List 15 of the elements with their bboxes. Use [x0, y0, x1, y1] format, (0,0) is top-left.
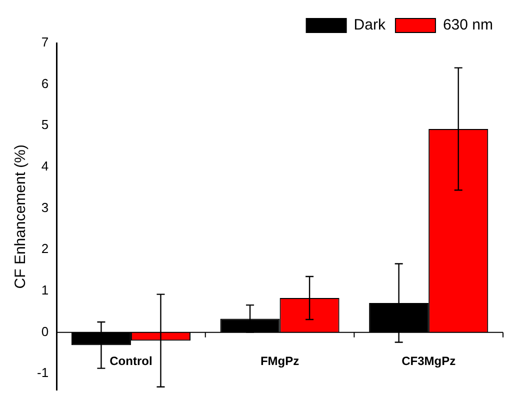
- y-tick-label: 7: [41, 34, 49, 50]
- y-axis-title: CF Enhancement (%): [12, 144, 30, 289]
- x-tick-label: CF3MgPz: [402, 354, 456, 368]
- y-tick-label: 1: [41, 282, 49, 298]
- y-tick-label: 5: [41, 117, 49, 132]
- y-tick-label: -1: [36, 365, 49, 380]
- y-tick-label: 3: [41, 200, 49, 215]
- y-tick-label: 0: [41, 324, 49, 339]
- legend-label: Dark: [354, 16, 386, 34]
- x-tick-label: FMgPz: [260, 354, 300, 368]
- y-tick-label: 6: [41, 76, 49, 91]
- x-tick-label: Control: [110, 354, 152, 368]
- legend-label: 630 nm: [442, 16, 494, 34]
- y-tick-label: 4: [41, 158, 49, 174]
- y-tick-label: 2: [41, 241, 49, 256]
